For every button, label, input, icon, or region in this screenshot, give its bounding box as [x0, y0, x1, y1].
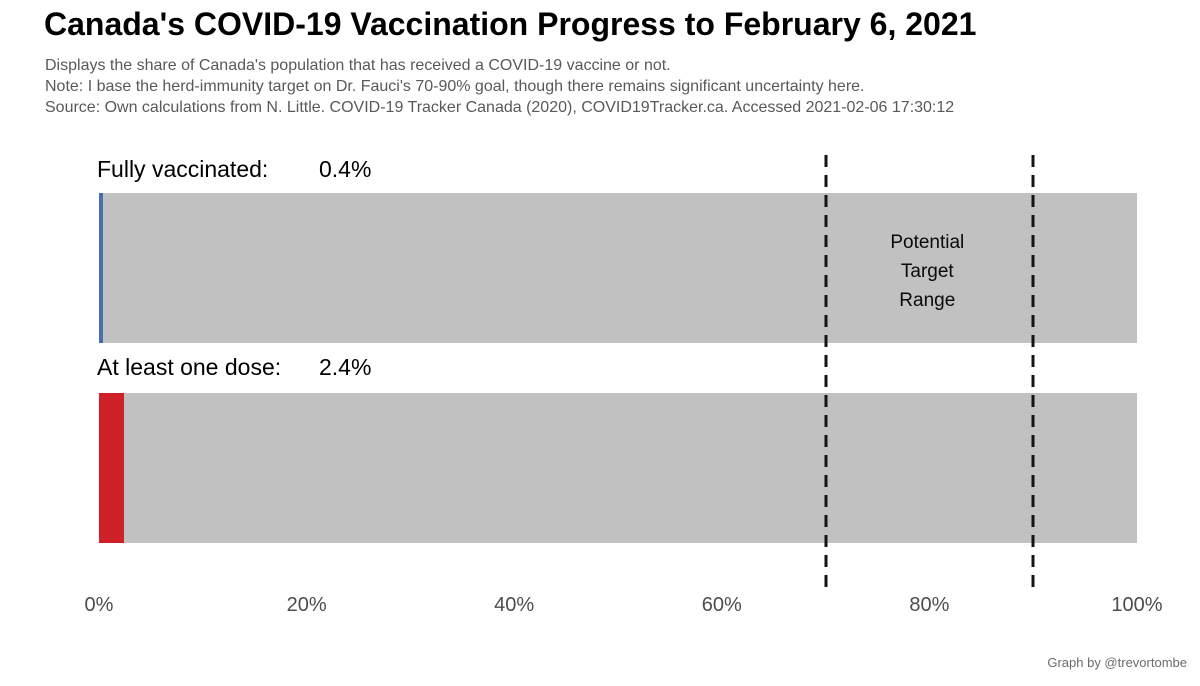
chart-subtitle: Displays the share of Canada's populatio… — [45, 55, 954, 118]
chart-title: Canada's COVID-19 Vaccination Progress t… — [44, 6, 977, 42]
target-range-upper-line — [1031, 155, 1035, 587]
bar-track-fully-vaccinated — [99, 193, 1137, 343]
bar-track-at-least-one-dose — [99, 393, 1137, 543]
x-axis-tick-100: 100% — [1111, 594, 1163, 616]
target-annotation-line: Potential — [890, 232, 965, 253]
subtitle-line-source: Source: Own calculations from N. Little.… — [45, 99, 955, 116]
plot-region: Potential Target Range — [99, 155, 1137, 587]
bar-value-label: 2.4% — [319, 354, 372, 380]
x-axis: 0% 20% 40% 60% 80% 100% — [85, 594, 1163, 620]
x-axis-tick-40: 40% — [494, 594, 535, 616]
bar-label-fully-vaccinated: Fully vaccinated: 0.4% — [97, 156, 371, 183]
subtitle-line-description: Displays the share of Canada's populatio… — [45, 57, 671, 74]
x-axis-tick-20: 20% — [286, 594, 327, 616]
bar-fill-at-least-one-dose — [99, 393, 124, 543]
subtitle-line-note: Note: I base the herd-immunity target on… — [45, 78, 865, 95]
credit-text: Graph by @trevortombe — [1047, 655, 1187, 670]
bar-category-label: Fully vaccinated: — [97, 156, 269, 182]
x-axis-tick-0: 0% — [84, 594, 114, 616]
x-axis-tick-60: 60% — [701, 594, 742, 616]
target-range-annotation: Potential Target Range — [890, 228, 964, 315]
target-range-lower-line — [824, 155, 828, 587]
x-axis-tick-80: 80% — [909, 594, 950, 616]
target-annotation-line: Target — [900, 261, 954, 282]
bar-label-at-least-one-dose: At least one dose: 2.4% — [97, 354, 371, 381]
bar-fill-fully-vaccinated — [99, 193, 104, 343]
bar-category-label: At least one dose: — [97, 354, 282, 380]
target-annotation-line: Range — [899, 290, 956, 311]
bar-value-label: 0.4% — [319, 156, 372, 182]
